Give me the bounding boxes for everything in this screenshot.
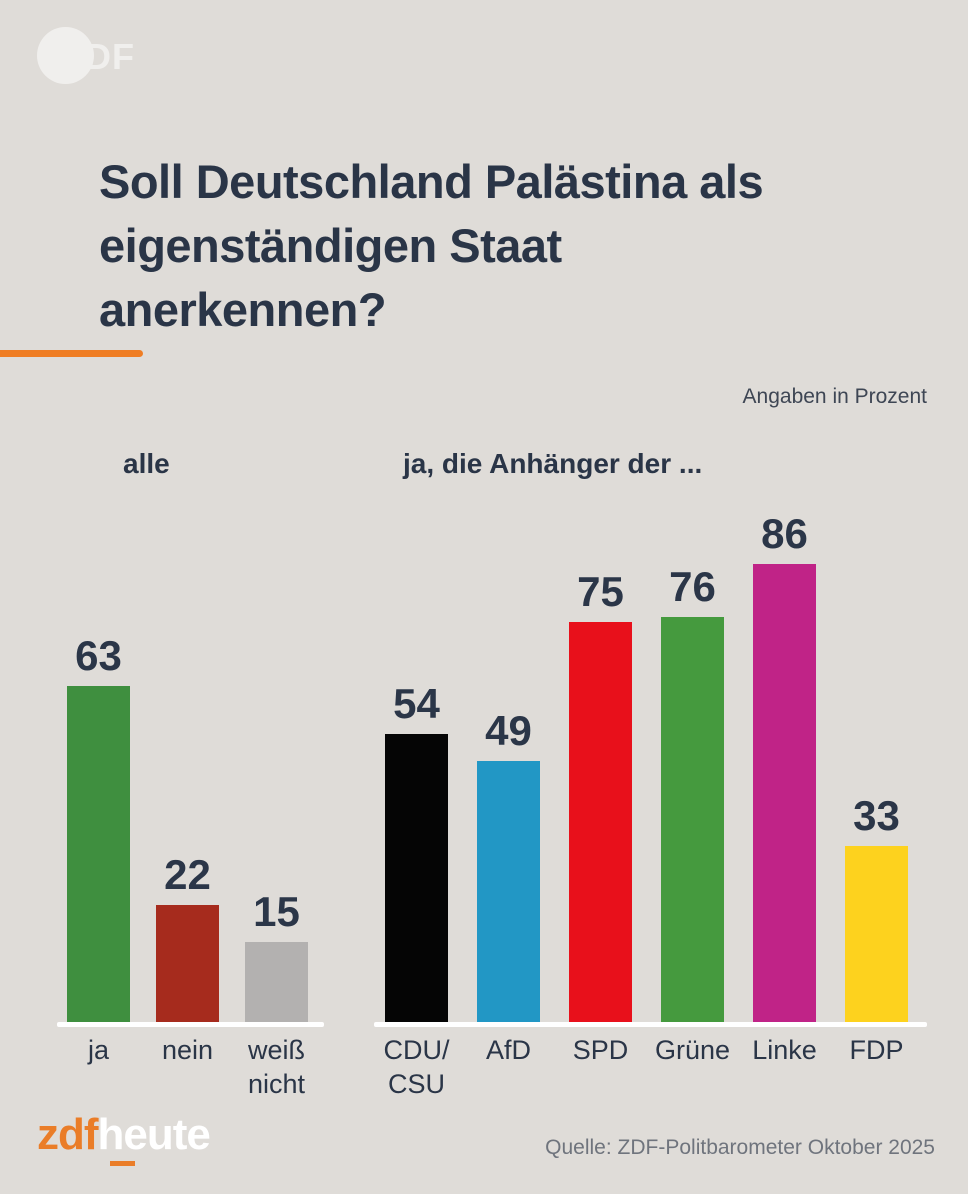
bar-weißnicht: [245, 942, 308, 1022]
bar-label-ja: ja: [67, 1033, 130, 1101]
bar-value-fdp: 33: [853, 792, 900, 839]
bar-cducsu: [385, 734, 448, 1022]
bar-cell-nein: 22: [156, 852, 219, 1022]
bar-nein: [156, 905, 219, 1022]
labels-row-parties: CDU/ CSU AfD SPD Grüne Linke FDP: [374, 1033, 927, 1101]
axis-baseline-alle: [57, 1022, 324, 1027]
axis-baseline-parties: [374, 1022, 927, 1027]
chart-group-parties: 54 49 75 76 86 33 CDU/ CSU AfD SPD Grüne Linke FDP: [374, 500, 927, 1101]
page-title-line3: anerkennen?: [99, 283, 387, 336]
zdfheute-logo-zdf: zdf: [37, 1110, 99, 1159]
bar-label-text: CDU/ CSU: [383, 1035, 450, 1099]
bar-grüne: [661, 617, 724, 1022]
bar-spd: [569, 622, 632, 1022]
bar-value-cducsu: 54: [393, 680, 440, 727]
bars-row-alle: 63 22 15: [57, 500, 324, 1022]
bar-cell-grüne: 76: [661, 564, 724, 1022]
bar-linke: [753, 564, 816, 1022]
bar-label-text: FDP: [849, 1035, 904, 1065]
bar-value-afd: 49: [485, 707, 532, 754]
bar-label-text: weiß nicht: [247, 1035, 306, 1099]
bar-value-ja: 63: [75, 632, 122, 679]
zdfheute-logo-heute: heute: [97, 1110, 211, 1159]
bar-cell-cducsu: 54: [385, 681, 448, 1022]
zdf-logo-circle-icon: [37, 27, 94, 84]
bar-value-linke: 86: [761, 510, 808, 557]
bar-afd: [477, 761, 540, 1022]
source-note: Quelle: ZDF-Politbarometer Oktober 2025: [545, 1136, 935, 1159]
bar-label-text: ja: [87, 1035, 109, 1065]
bar-cell-ja: 63: [67, 633, 130, 1022]
bar-cell-afd: 49: [477, 708, 540, 1022]
bar-label-text: AfD: [485, 1035, 531, 1065]
bar-value-grüne: 76: [669, 563, 716, 610]
labels-row-alle: ja nein weiß nicht: [57, 1033, 324, 1101]
unit-note: Angaben in Prozent: [742, 385, 927, 408]
zdfheute-logo-underscore: [110, 1161, 135, 1166]
bar-label-fdp: FDP: [845, 1033, 908, 1101]
bar-cell-weißnicht: 15: [245, 889, 308, 1022]
bar-label-cducsu: CDU/ CSU: [383, 1033, 450, 1101]
bar-value-spd: 75: [577, 568, 624, 615]
bar-fdp: [845, 846, 908, 1022]
page-title-line1: Soll Deutschland Palästina als: [99, 155, 764, 208]
accent-rule: [0, 350, 143, 357]
bar-label-spd: SPD: [569, 1033, 632, 1101]
group-header-alle: alle: [123, 448, 170, 479]
zdf-logo-text: 2DF: [64, 36, 136, 77]
chart-group-alle: 63 22 15 ja nein weiß nicht: [57, 500, 324, 1101]
bar-cell-spd: 75: [569, 569, 632, 1022]
bar-value-weißnicht: 15: [253, 888, 300, 935]
bar-cell-fdp: 33: [845, 793, 908, 1022]
bars-row-parties: 54 49 75 76 86 33: [374, 500, 927, 1022]
bar-label-weißnicht: weiß nicht: [245, 1033, 308, 1101]
bar-label-grüne: Grüne: [655, 1033, 730, 1101]
zdfheute-logo: zdfheute: [37, 1110, 211, 1160]
bar-label-linke: Linke: [752, 1033, 817, 1101]
bar-ja: [67, 686, 130, 1022]
bar-cell-linke: 86: [753, 511, 816, 1022]
bar-value-nein: 22: [164, 851, 211, 898]
bar-label-text: nein: [161, 1035, 214, 1065]
bar-label-text: Linke: [752, 1035, 817, 1065]
zdf-logo-watermark: 2DF: [37, 27, 157, 87]
bar-label-text: Grüne: [654, 1035, 731, 1065]
page-title-line2: eigenständigen Staat: [99, 219, 562, 272]
bar-label-afd: AfD: [477, 1033, 540, 1101]
bar-label-text: SPD: [572, 1035, 629, 1065]
bar-label-nein: nein: [156, 1033, 219, 1101]
group-header-parties: ja, die Anhänger der ...: [403, 448, 703, 479]
page-title: Soll Deutschland Palästina als eigenstän…: [99, 150, 919, 342]
